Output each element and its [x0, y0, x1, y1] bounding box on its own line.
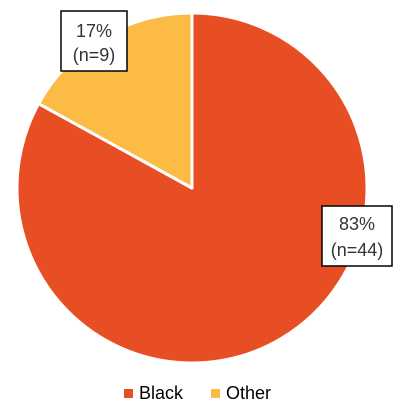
- legend-swatch-black: [124, 389, 133, 398]
- data-label-black: 83% (n=44): [321, 205, 393, 267]
- data-label-other-percent: 17%: [76, 21, 112, 41]
- legend-label-other: Other: [226, 383, 271, 403]
- data-label-other-n: (n=9): [73, 45, 116, 65]
- legend-swatch-other: [211, 389, 220, 398]
- legend-label-black: Black: [139, 383, 184, 403]
- data-label-black-percent: 83%: [339, 214, 375, 234]
- data-label-other: 17% (n=9): [60, 10, 128, 72]
- data-labels: 17% (n=9) 83% (n=44): [60, 10, 393, 267]
- data-label-black-n: (n=44): [331, 240, 384, 260]
- legend: Black Other: [124, 383, 271, 403]
- pie-slices: [15, 11, 369, 365]
- data-label-black-box: [321, 205, 393, 267]
- data-label-other-box: [60, 10, 128, 72]
